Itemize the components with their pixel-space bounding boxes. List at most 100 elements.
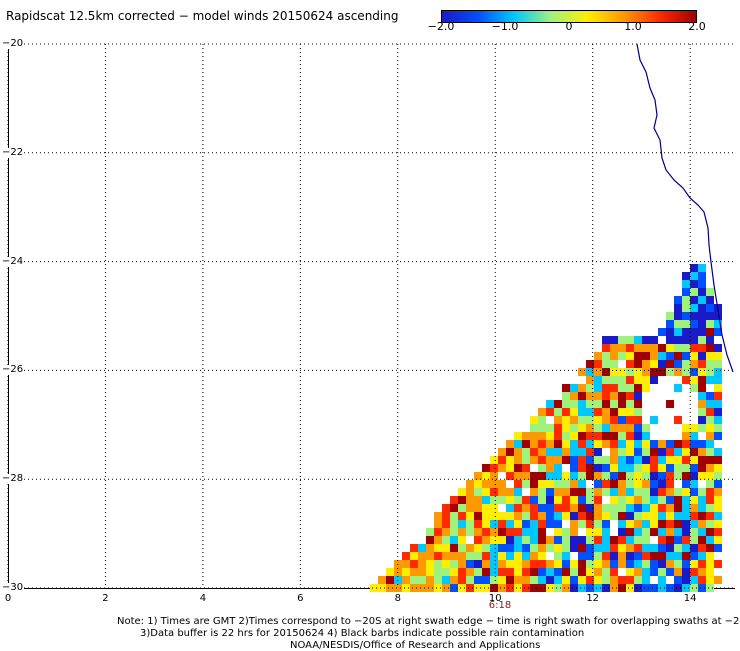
wind-diff-cell [546,488,554,496]
wind-diff-cell [674,512,682,520]
wind-diff-cell [610,376,618,384]
wind-diff-cell [690,384,698,392]
wind-diff-cell [554,528,562,536]
wind-diff-cell [674,576,682,584]
wind-diff-cell [514,536,522,544]
colorbar-tick-label: 1.0 [624,20,642,33]
wind-diff-cell [618,448,626,456]
wind-diff-cell [578,552,586,560]
wind-diff-cell [666,536,674,544]
wind-diff-cell [698,280,706,288]
wind-diff-cell [698,304,706,312]
wind-diff-cell [714,408,722,416]
wind-diff-cell [410,560,418,568]
wind-diff-cell [418,576,426,584]
wind-diff-cell [618,368,626,376]
wind-diff-cell [450,544,458,552]
wind-diff-cell [698,336,706,344]
wind-diff-cell [650,568,658,576]
wind-diff-cell [554,568,562,576]
wind-diff-cell [498,552,506,560]
wind-diff-cell [610,576,618,584]
wind-diff-cell [498,480,506,488]
wind-diff-cell [498,536,506,544]
wind-diff-cell [698,456,706,464]
wind-diff-cell [626,384,634,392]
wind-diff-cell [682,272,690,280]
wind-diff-cell [666,520,674,528]
wind-diff-cell [666,328,674,336]
note-line-2: 3)Data buffer is 22 hrs for 20150624 4) … [140,628,585,639]
wind-diff-cell [578,584,586,592]
wind-diff-cell [618,472,626,480]
wind-diff-cell [506,536,514,544]
wind-diff-cell [650,368,658,376]
wind-diff-cell [474,496,482,504]
wind-diff-cell [610,384,618,392]
wind-diff-cell [698,512,706,520]
wind-diff-cell [642,368,650,376]
wind-diff-cell [666,344,674,352]
wind-diff-cell [690,496,698,504]
wind-diff-cell [450,520,458,528]
wind-diff-cell [714,384,722,392]
wind-diff-cell [602,568,610,576]
wind-diff-cell [538,464,546,472]
wind-diff-cell [666,456,674,464]
wind-diff-cell [578,512,586,520]
wind-diff-cell [706,344,714,352]
wind-diff-cell [666,528,674,536]
wind-diff-cell [650,456,658,464]
wind-diff-cell [594,496,602,504]
wind-diff-cell [634,576,642,584]
wind-diff-cell [578,496,586,504]
wind-diff-cell [418,552,426,560]
wind-diff-cell [682,352,690,360]
wind-diff-cell [706,392,714,400]
x-tick-label: 14 [683,593,697,604]
wind-diff-cell [458,552,466,560]
wind-diff-cell [570,472,578,480]
wind-diff-cell [682,328,690,336]
wind-diff-cell [634,520,642,528]
wind-diff-cell [514,568,522,576]
wind-diff-cell [434,584,442,592]
wind-diff-cell [610,360,618,368]
wind-diff-cell [698,376,706,384]
wind-diff-cell [650,472,658,480]
wind-diff-cell [658,328,666,336]
wind-diff-cell [450,528,458,536]
wind-diff-cell [698,384,706,392]
wind-diff-cell [626,352,634,360]
wind-diff-cell [522,432,530,440]
wind-diff-cell [570,448,578,456]
wind-diff-cell [522,536,530,544]
wind-diff-cell [538,544,546,552]
wind-diff-cell [514,472,522,480]
wind-diff-cell [674,320,682,328]
wind-diff-cell [714,504,722,512]
wind-diff-cell [490,576,498,584]
wind-diff-cell [602,536,610,544]
wind-diff-cell [562,488,570,496]
wind-diff-cell [626,568,634,576]
wind-diff-cell [578,536,586,544]
wind-diff-cell [698,528,706,536]
wind-diff-cell [450,512,458,520]
wind-diff-cell [586,560,594,568]
wind-diff-cell [610,560,618,568]
wind-diff-cell [426,552,434,560]
wind-diff-cell [514,504,522,512]
wind-diff-cell [682,432,690,440]
wind-diff-cell [634,344,642,352]
wind-diff-cell [642,448,650,456]
y-tick-label: −26 [1,364,25,376]
wind-diff-cell [498,496,506,504]
wind-diff-cell [594,360,602,368]
wind-diff-cell [474,568,482,576]
wind-diff-cell [714,464,722,472]
wind-diff-cell [506,448,514,456]
wind-diff-cell [698,320,706,328]
wind-diff-cell [698,568,706,576]
wind-diff-cell [674,536,682,544]
